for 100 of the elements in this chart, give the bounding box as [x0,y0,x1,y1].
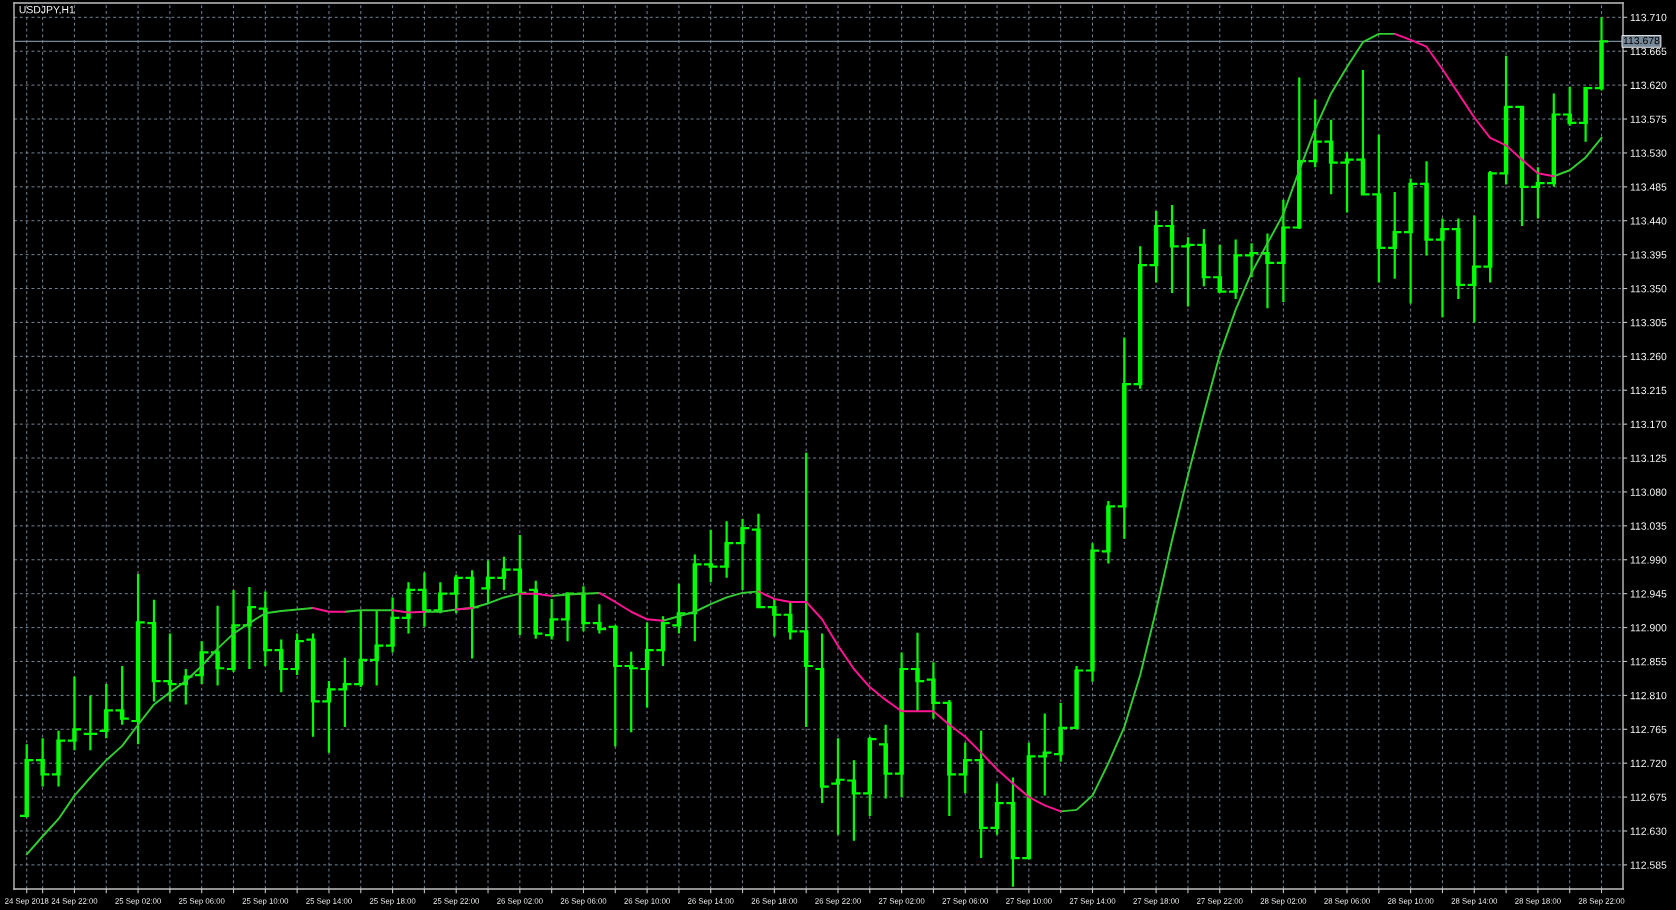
candlestick [1577,85,1594,143]
y-tick-label: 113.125 [1630,454,1667,462]
candlestick [193,640,210,686]
candlestick [1291,76,1308,231]
candlestick [1530,166,1546,220]
candlestick [496,555,512,592]
y-tick-label: 113.170 [1630,420,1667,429]
candlestick [98,682,115,740]
candlestick [464,569,480,660]
candlestick [1227,238,1244,301]
candlestick [50,729,67,788]
candlestick [973,729,989,860]
candlestick [1180,236,1196,308]
candlestick [750,512,767,609]
candlestick [321,679,337,754]
candlestick [1450,217,1467,301]
y-tick-label: 113.710 [1630,13,1667,22]
y-tick-label: 112.945 [1630,590,1667,598]
candlestick [1371,133,1387,284]
y-tick-label: 112.810 [1630,691,1667,700]
candlestick [1052,701,1069,763]
candlestick [384,596,401,654]
candlestick [257,590,274,668]
candlestick [1386,190,1403,280]
candlestick [941,698,958,818]
y-tick-label: 112.585 [1630,861,1667,869]
candlestick [209,604,226,687]
y-tick-label: 113.440 [1630,217,1667,225]
candlestick [1593,16,1610,92]
candlestick [400,581,417,635]
candlestick [162,632,178,703]
candlestick [512,533,528,637]
candlestick [782,600,799,641]
candlestick [909,631,926,713]
candlestick [877,723,894,800]
candlestick [830,737,846,836]
y-tick-label: 113.530 [1630,149,1667,157]
candlestick [480,559,496,606]
candlestick [1307,98,1323,169]
candlestick [1005,776,1021,888]
ref-line-label: 113.678 [1623,36,1660,45]
candlestick [1434,217,1451,319]
candlestick [305,632,321,738]
y-tick-label: 112.990 [1630,556,1667,564]
candlestick [241,585,258,671]
y-tick-label: 113.350 [1630,285,1667,293]
y-tick-label: 113.665 [1630,47,1667,56]
candlestick [607,624,624,748]
candlestick [1275,198,1292,304]
y-tick-label: 112.855 [1630,657,1667,666]
candlestick [734,517,751,592]
y-tick-label: 112.765 [1630,725,1667,734]
y-tick-label: 113.035 [1630,522,1667,530]
candlestick [448,573,465,615]
candlestick [925,661,942,720]
y-tick-label: 113.620 [1630,81,1667,89]
y-tick-label: 112.675 [1630,793,1667,801]
candlestick [766,597,783,638]
candlestick [1148,209,1164,284]
candlestick [352,609,369,689]
candlestick [273,638,290,694]
candlestick [623,650,639,734]
candlestick [527,579,544,640]
candlestick [1196,227,1212,288]
candlestick [989,782,1005,836]
candlestick [1116,336,1133,540]
candlestick [957,741,974,795]
y-tick-label: 112.630 [1630,827,1667,835]
candlestick [1402,177,1419,305]
candlestick [893,651,910,799]
y-tick-label: 113.485 [1630,183,1667,191]
y-tick-label: 113.395 [1630,251,1667,259]
candlestick [846,759,862,842]
candlestick [34,737,51,788]
candlestick [1339,151,1355,214]
candlestick [591,603,608,635]
candlestick [1323,118,1339,196]
candlestick [1561,85,1578,127]
candlestick [702,528,719,584]
candlestick [1100,499,1117,565]
candlestick [1211,243,1228,294]
candlestick [814,632,830,805]
candlestick [66,675,83,752]
candlestick [1466,214,1483,324]
y-tick-label: 113.305 [1630,318,1667,327]
candlestick [368,609,385,687]
candlestick [114,664,130,726]
candlestick [178,667,194,706]
candlestick [1514,105,1530,228]
y-tick-label: 113.260 [1630,352,1667,361]
candlestick [671,582,687,635]
y-tick-label: 113.080 [1630,488,1667,496]
chart-title: USDJPY,H1 [19,5,75,15]
candlestick [1068,664,1085,729]
y-tick-label: 113.575 [1630,115,1667,123]
candlestick [1243,242,1260,279]
candlestick [1036,712,1053,797]
candlestick [1355,68,1371,196]
candlestick [718,520,735,579]
candlestick [225,588,242,674]
